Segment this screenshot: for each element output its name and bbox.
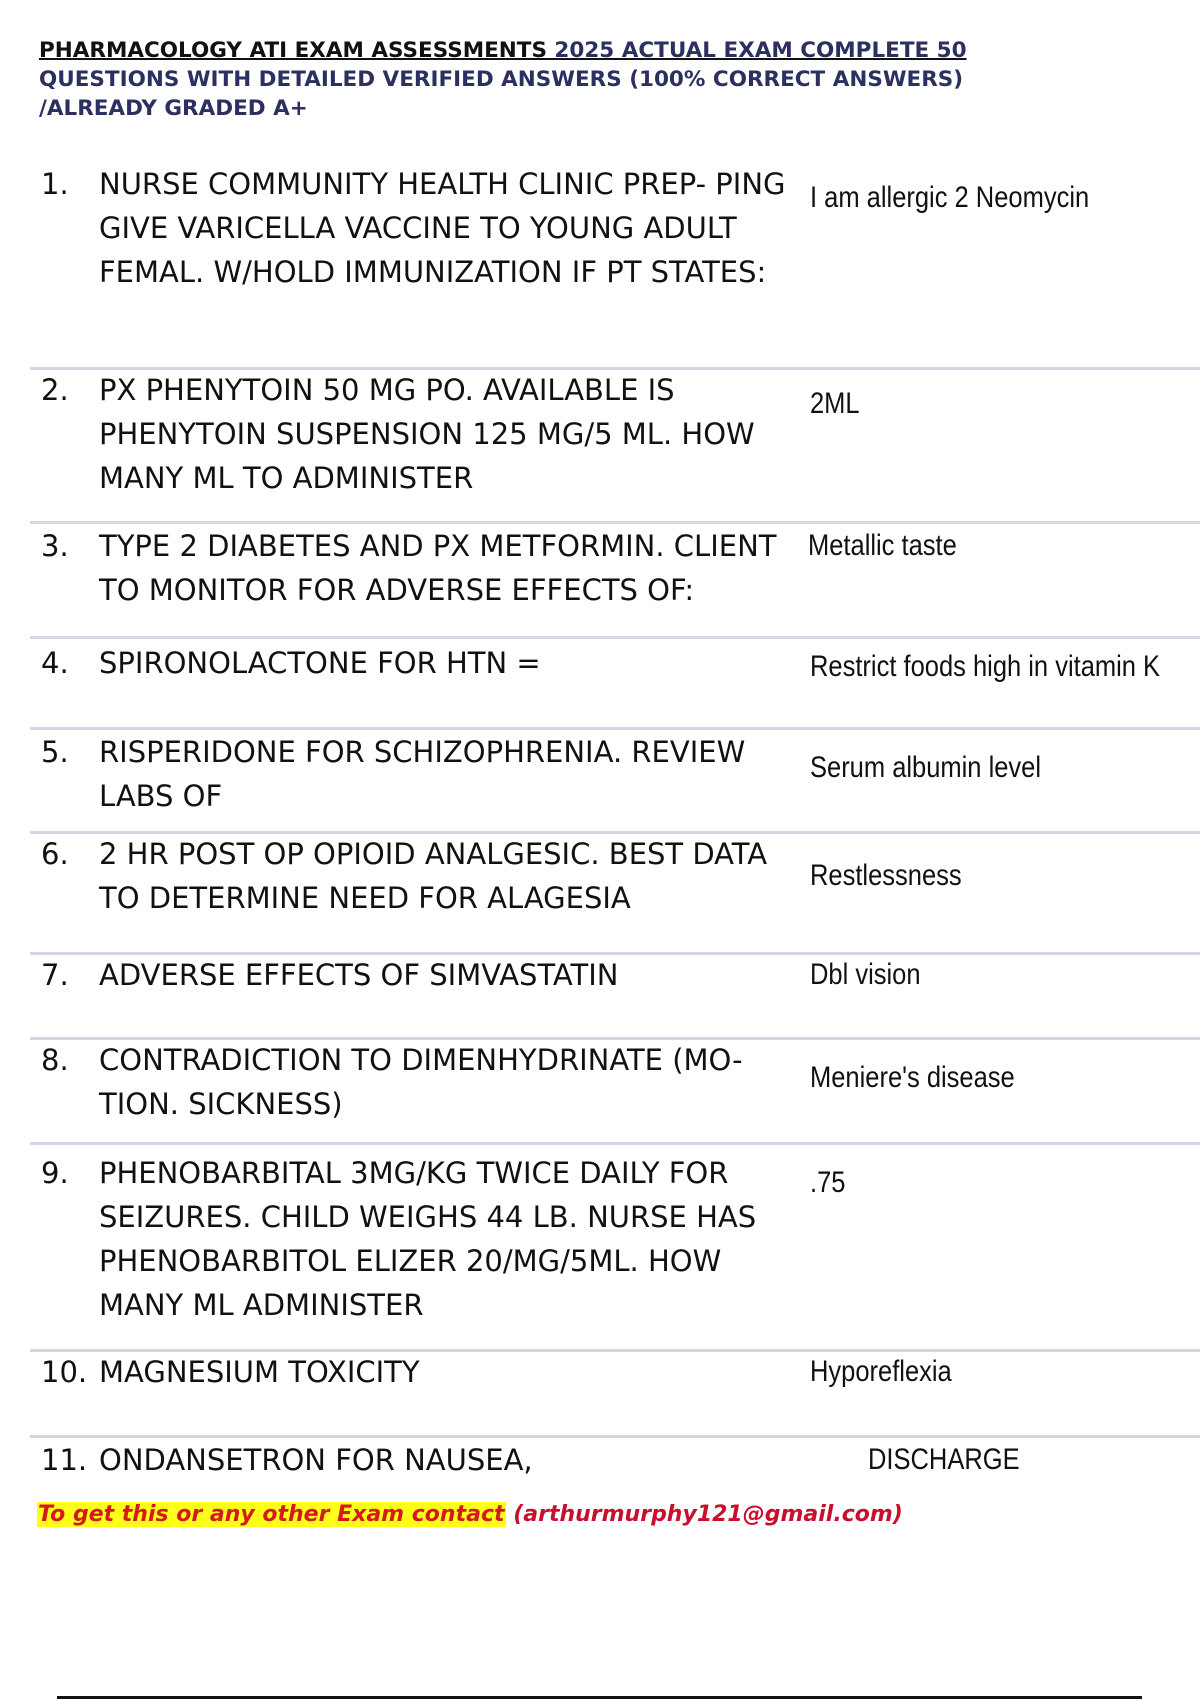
title-part1: PHARMACOLOGY ATI EXAM ASSESSMENTS [39, 38, 547, 63]
question-row: 3. TYPE 2 DIABETES AND PX METFORMIN. CLI… [30, 522, 1200, 639]
question-row: 7. ADVERSE EFFECTS OF SIMVASTATIN Dbl vi… [30, 953, 1200, 1040]
answer-text: I am allergic 2 Neomycin [810, 181, 1090, 214]
question-row: 4. SPIRONOLACTONE FOR HTN = Restrict foo… [30, 637, 1200, 730]
question-text: NURSE COMMUNITY HEALTH CLINIC PREP- PING… [99, 167, 786, 289]
question-text: 2 HR POST OP OPIOID ANALGESIC. BEST DATA… [99, 837, 768, 915]
row-divider [30, 1435, 1200, 1438]
answer-text: Meniere's disease [810, 1061, 1015, 1094]
question-number: 8. [41, 1043, 69, 1077]
question-number: 4. [41, 646, 69, 680]
document-title: PHARMACOLOGY ATI EXAM ASSESSMENTS 2025 A… [39, 36, 1139, 123]
question-text: SPIRONOLACTONE FOR HTN = [99, 646, 541, 680]
question-row: 2. PX PHENYTOIN 50 MG PO. AVAILABLE IS P… [30, 368, 1200, 524]
question-row: 11. ONDANSETRON FOR NAUSEA, DISCHARGE [30, 1436, 1200, 1490]
row-divider [30, 727, 1200, 730]
row-divider [30, 1142, 1200, 1145]
row-divider [30, 636, 1200, 639]
promo-email[interactable]: (arthurmurphy121@gmail.com) [513, 1502, 903, 1527]
question-number: 6. [41, 837, 69, 871]
row-divider [30, 1037, 1200, 1040]
question-text: MAGNESIUM TOXICITY [99, 1355, 420, 1389]
row-divider [30, 1349, 1200, 1352]
row-divider [30, 367, 1200, 370]
question-number: 2. [41, 373, 69, 407]
question-text: ADVERSE EFFECTS OF SIMVASTATIN [99, 958, 619, 992]
answer-text: Restlessness [810, 859, 962, 892]
contact-promo: To get this or any other Exam contact (a… [37, 1500, 903, 1530]
title-part2: 2025 ACTUAL EXAM COMPLETE 50 [546, 38, 967, 63]
question-row: 8. CONTRADICTION TO DIMENHYDRINATE (MO- … [30, 1038, 1200, 1145]
row-divider [30, 831, 1200, 834]
question-text: PX PHENYTOIN 50 MG PO. AVAILABLE IS PHEN… [99, 373, 755, 495]
question-number: 9. [41, 1156, 69, 1190]
promo-text: To get this or any other Exam contact [37, 1502, 506, 1527]
title-line3: /ALREADY GRADED A+ [39, 96, 308, 121]
question-row: 6. 2 HR POST OP OPIOID ANALGESIC. BEST D… [30, 832, 1200, 955]
answer-text: 2ML [810, 387, 860, 420]
answer-text: Hyporeflexia [810, 1355, 952, 1388]
question-text: RISPERIDONE FOR SCHIZOPHRENIA. REVIEW LA… [99, 735, 746, 813]
question-text: PHENOBARBITAL 3MG/KG TWICE DAILY FOR SEI… [99, 1156, 757, 1322]
question-number: 1. [41, 167, 69, 201]
answer-text: Dbl vision [810, 958, 921, 991]
question-number: 11. [41, 1443, 88, 1477]
question-row: 9. PHENOBARBITAL 3MG/KG TWICE DAILY FOR … [30, 1143, 1200, 1352]
answer-text: .75 [810, 1166, 846, 1199]
row-divider [30, 952, 1200, 955]
answer-text: Restrict foods high in vitamin K [810, 650, 1161, 683]
question-row: 10. MAGNESIUM TOXICITY Hyporeflexia [30, 1350, 1200, 1438]
question-text: CONTRADICTION TO DIMENHYDRINATE (MO- TIO… [99, 1043, 743, 1121]
question-row: 5. RISPERIDONE FOR SCHIZOPHRENIA. REVIEW… [30, 728, 1200, 834]
question-row: 1. NURSE COMMUNITY HEALTH CLINIC PREP- P… [30, 150, 1200, 370]
question-number: 7. [41, 958, 69, 992]
footer-rule [57, 1696, 1142, 1699]
question-number: 3. [41, 529, 69, 563]
answer-text: Serum albumin level [810, 751, 1042, 784]
question-text: TYPE 2 DIABETES AND PX METFORMIN. CLIENT… [99, 529, 777, 607]
row-divider [30, 521, 1200, 524]
question-text: ONDANSETRON FOR NAUSEA, [99, 1443, 533, 1477]
title-line2: QUESTIONS WITH DETAILED VERIFIED ANSWERS… [39, 67, 964, 92]
question-number: 5. [41, 735, 69, 769]
answer-text: Metallic taste [808, 529, 957, 562]
answer-text: DISCHARGE [868, 1443, 1020, 1476]
question-number: 10. [41, 1355, 88, 1389]
